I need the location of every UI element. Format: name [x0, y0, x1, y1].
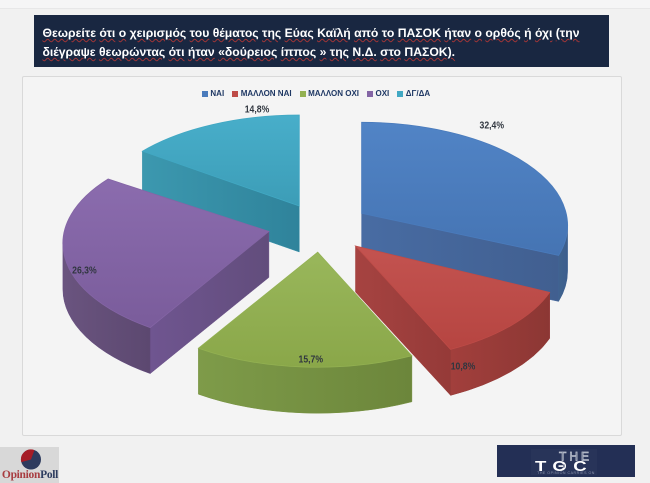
- svg-text:14,8%: 14,8%: [245, 104, 270, 115]
- svg-text:THE OPINION CARRIES ON: THE OPINION CARRIES ON: [537, 471, 595, 475]
- svg-text:26,3%: 26,3%: [72, 265, 97, 276]
- svg-text:15,7%: 15,7%: [299, 355, 324, 366]
- svg-text:32,4%: 32,4%: [480, 120, 505, 131]
- svg-text:10,8%: 10,8%: [451, 362, 476, 373]
- svg-text:THE: THE: [559, 450, 592, 464]
